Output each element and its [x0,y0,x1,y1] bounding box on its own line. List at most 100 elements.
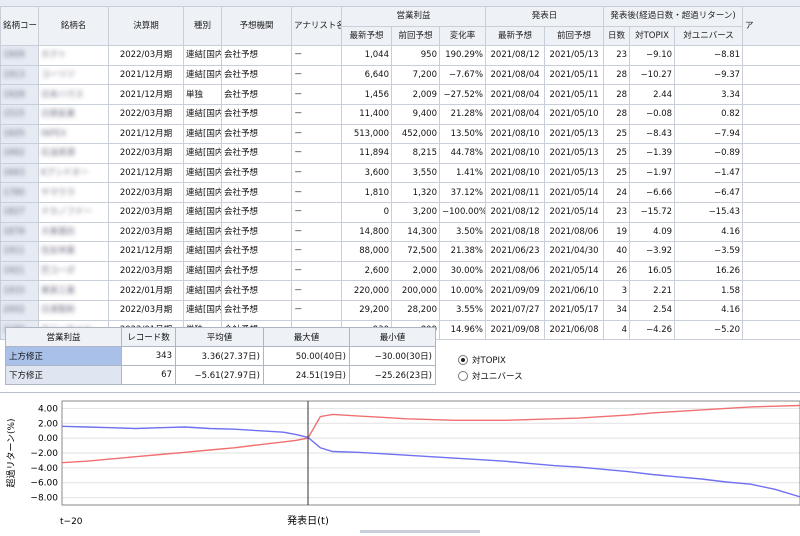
cell-analyst[interactable]: － [292,183,342,203]
col-header-change[interactable]: 変化率 [440,26,486,46]
cell-vs-universe[interactable]: −5.20 [675,320,743,340]
cell-change[interactable]: 21.38% [440,242,486,262]
cell-days[interactable]: 40 [604,242,630,262]
cell-analyst[interactable]: － [292,85,342,105]
cell-fiscal[interactable]: 2022/01月期 [109,281,184,301]
cell-latest[interactable]: 1,044 [342,46,392,66]
cell-code[interactable]: 1780 [1,183,39,203]
cell-change[interactable]: 13.50% [440,124,486,144]
cell-name[interactable]: 日本ハウス [39,85,109,105]
cell-previous[interactable]: 3,200 [392,202,440,222]
cell-days[interactable]: 3 [604,281,630,301]
col-header-extra[interactable]: ア [743,7,800,46]
cell-vs-universe[interactable]: 4.16 [675,222,743,242]
col-header-latest[interactable]: 最新予想 [342,26,392,46]
cell-latest[interactable]: 513,000 [342,124,392,144]
cell-type[interactable]: 連結[国内 [184,202,222,222]
cell-previous[interactable]: 7,200 [392,65,440,85]
cell-previous[interactable]: 200,000 [392,281,440,301]
cell-previous[interactable]: 14,300 [392,222,440,242]
cell-latest-date[interactable]: 2021/08/12 [486,46,545,66]
col-header-analyst[interactable]: アナリスト名 [292,7,342,46]
cell-source[interactable]: 会社予想 [222,281,292,301]
cell-source[interactable]: 会社予想 [222,242,292,262]
cell-analyst[interactable]: － [292,281,342,301]
cell-latest[interactable]: 11,400 [342,104,392,124]
cell-fiscal[interactable]: 2021/12月期 [109,124,184,144]
cell-previous-date[interactable]: 2021/04/30 [545,242,604,262]
cell-fiscal[interactable]: 2022/03月期 [109,261,184,281]
cell-code[interactable]: 1662 [1,144,39,164]
cell-name[interactable]: 巴コーポ [39,261,109,281]
cell-previous-date[interactable]: 2021/05/14 [545,202,604,222]
cell-vs-universe[interactable]: −9.37 [675,65,743,85]
cell-latest[interactable]: 3,600 [342,163,392,183]
cell-analyst[interactable]: － [292,65,342,85]
cell-type[interactable]: 連結[国内 [184,222,222,242]
cell-code[interactable]: 1928 [1,85,39,105]
cell-type[interactable]: 連結[国内 [184,163,222,183]
cell-days[interactable]: 26 [604,261,630,281]
cell-fiscal[interactable]: 2022/03月期 [109,144,184,164]
cell-vs-universe[interactable]: 0.82 [675,104,743,124]
cell-previous[interactable]: 3,550 [392,163,440,183]
cell-previous-date[interactable]: 2021/05/11 [545,85,604,105]
radio-dot-icon[interactable] [458,371,468,381]
cell-code[interactable]: 1909 [1,46,39,66]
cell-analyst[interactable]: － [292,242,342,262]
cell-latest[interactable]: 220,000 [342,281,392,301]
cell-change[interactable]: 10.00% [440,281,486,301]
cell-type[interactable]: 連結[国内 [184,46,222,66]
cell-previous-date[interactable]: 2021/08/06 [545,222,604,242]
cell-latest[interactable]: 14,800 [342,222,392,242]
cell-change[interactable]: 44.78% [440,144,486,164]
cell-vs-universe[interactable]: −6.47 [675,183,743,203]
cell-extra[interactable] [743,202,800,222]
cell-previous[interactable]: 8,215 [392,144,440,164]
cell-name[interactable]: 大東建託 [39,222,109,242]
col-header-name[interactable]: 銘柄名 [39,7,109,46]
cell-source[interactable]: 会社予想 [222,222,292,242]
cell-extra[interactable] [743,124,800,144]
cell-change[interactable]: −7.67% [440,65,486,85]
cell-days[interactable]: 24 [604,183,630,203]
col-header-code[interactable]: 銘柄コード [1,7,39,46]
cell-code[interactable]: 1913 [1,65,39,85]
cell-source[interactable]: 会社予想 [222,202,292,222]
cell-change[interactable]: 3.50% [440,222,486,242]
cell-vs-topix[interactable]: −6.66 [630,183,675,203]
cell-code[interactable]: 1911 [1,242,39,262]
cell-fiscal[interactable]: 2021/12月期 [109,85,184,105]
cell-source[interactable]: 会社予想 [222,183,292,203]
radio-vs-topix[interactable]: 対TOPIX [458,352,523,368]
cell-source[interactable]: 会社予想 [222,124,292,144]
cell-latest[interactable]: 29,200 [342,300,392,320]
col-header-vs-topix[interactable]: 対TOPIX [630,26,675,46]
cell-vs-topix[interactable]: 2.54 [630,300,675,320]
cell-latest[interactable]: 88,000 [342,242,392,262]
cell-code[interactable]: 1933 [1,281,39,301]
cell-change[interactable]: 1.41% [440,163,486,183]
col-header-type[interactable]: 種別 [184,7,222,46]
summary-label[interactable]: 上方修正 [6,347,122,366]
cell-change[interactable]: 190.29% [440,46,486,66]
cell-extra[interactable] [743,300,800,320]
cell-analyst[interactable]: － [292,46,342,66]
cell-extra[interactable] [743,46,800,66]
cell-type[interactable]: 連結[国内 [184,281,222,301]
cell-extra[interactable] [743,85,800,105]
cell-latest-date[interactable]: 2021/09/09 [486,281,545,301]
col-header-latest-date[interactable]: 最新予想 [486,26,545,46]
cell-vs-topix[interactable]: −8.43 [630,124,675,144]
cell-extra[interactable] [743,281,800,301]
cell-name[interactable]: 石油資源 [39,144,109,164]
cell-previous-date[interactable]: 2021/05/13 [545,144,604,164]
col-header-fiscal[interactable]: 決算期 [109,7,184,46]
cell-type[interactable]: 連結[国内 [184,261,222,281]
